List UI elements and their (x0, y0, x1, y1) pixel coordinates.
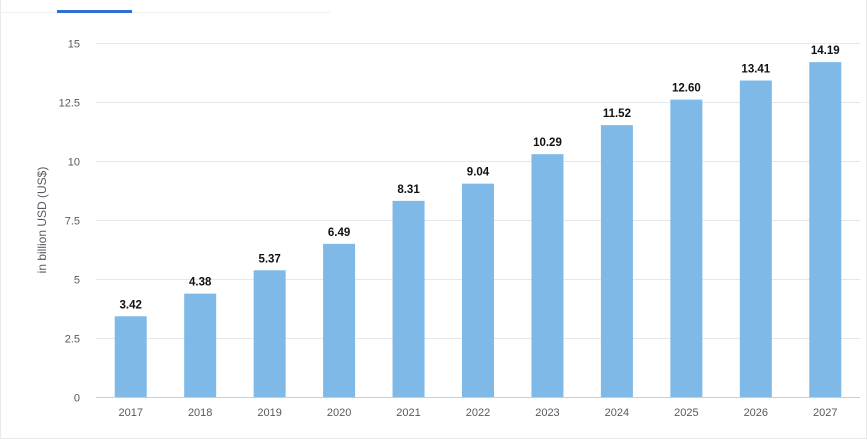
x-tick-label: 2017 (118, 407, 142, 419)
x-axis-ticks: 2017 2018 2019 2020 2021 2022 2023 2024 2025 2026… (118, 407, 837, 419)
bar (739, 80, 772, 398)
tab-bar-divider (0, 12, 330, 13)
y-axis-ticks: 0 2.5 5 7.5 10 12.5 15 (59, 39, 80, 405)
data-label: 11.52 (603, 108, 631, 120)
y-tick-label: 0 (74, 393, 80, 405)
x-tick-label: 2020 (327, 407, 351, 419)
y-tick-label: 12.5 (59, 98, 80, 110)
y-tick-label: 5 (74, 275, 80, 287)
x-tick-label: 2024 (605, 407, 629, 419)
data-label: 13.41 (741, 64, 770, 76)
y-tick-label: 15 (68, 39, 80, 51)
data-label: 5.37 (258, 253, 280, 265)
data-label: 14.19 (811, 45, 840, 57)
data-label: 4.38 (189, 277, 212, 289)
bar (531, 154, 564, 397)
bar (253, 270, 286, 397)
x-tick-label: 2022 (466, 407, 490, 419)
x-tick-label: 2023 (535, 407, 559, 419)
bar (600, 125, 633, 398)
x-tick-label: 2021 (396, 407, 420, 419)
y-tick-label: 10 (68, 157, 80, 169)
bar (323, 243, 356, 397)
x-tick-label: 2026 (744, 407, 768, 419)
data-label: 3.42 (120, 299, 142, 311)
active-tab-indicator[interactable] (57, 10, 132, 13)
data-label: 6.49 (328, 227, 350, 239)
data-label: 8.31 (397, 184, 420, 196)
y-axis-title: in billion USD (US$) (35, 167, 49, 274)
bar (392, 200, 425, 397)
y-tick-label: 7.5 (65, 216, 80, 228)
x-tick-label: 2027 (813, 407, 837, 419)
x-tick-label: 2025 (674, 407, 698, 419)
data-label: 9.04 (467, 167, 490, 179)
bar (670, 99, 703, 397)
x-tick-label: 2019 (257, 407, 281, 419)
y-tick-label: 2.5 (65, 334, 80, 346)
x-tick-label: 2018 (188, 407, 212, 419)
data-label: 10.29 (533, 137, 562, 149)
bar (809, 62, 842, 398)
bar (114, 316, 147, 397)
bar (462, 183, 494, 397)
bars (114, 62, 842, 398)
data-labels: 3.42 4.38 5.37 6.49 8.31 9.04 10.29 11.52 12.60 1… (120, 45, 840, 311)
bar (184, 293, 217, 397)
data-label: 12.60 (672, 83, 701, 95)
